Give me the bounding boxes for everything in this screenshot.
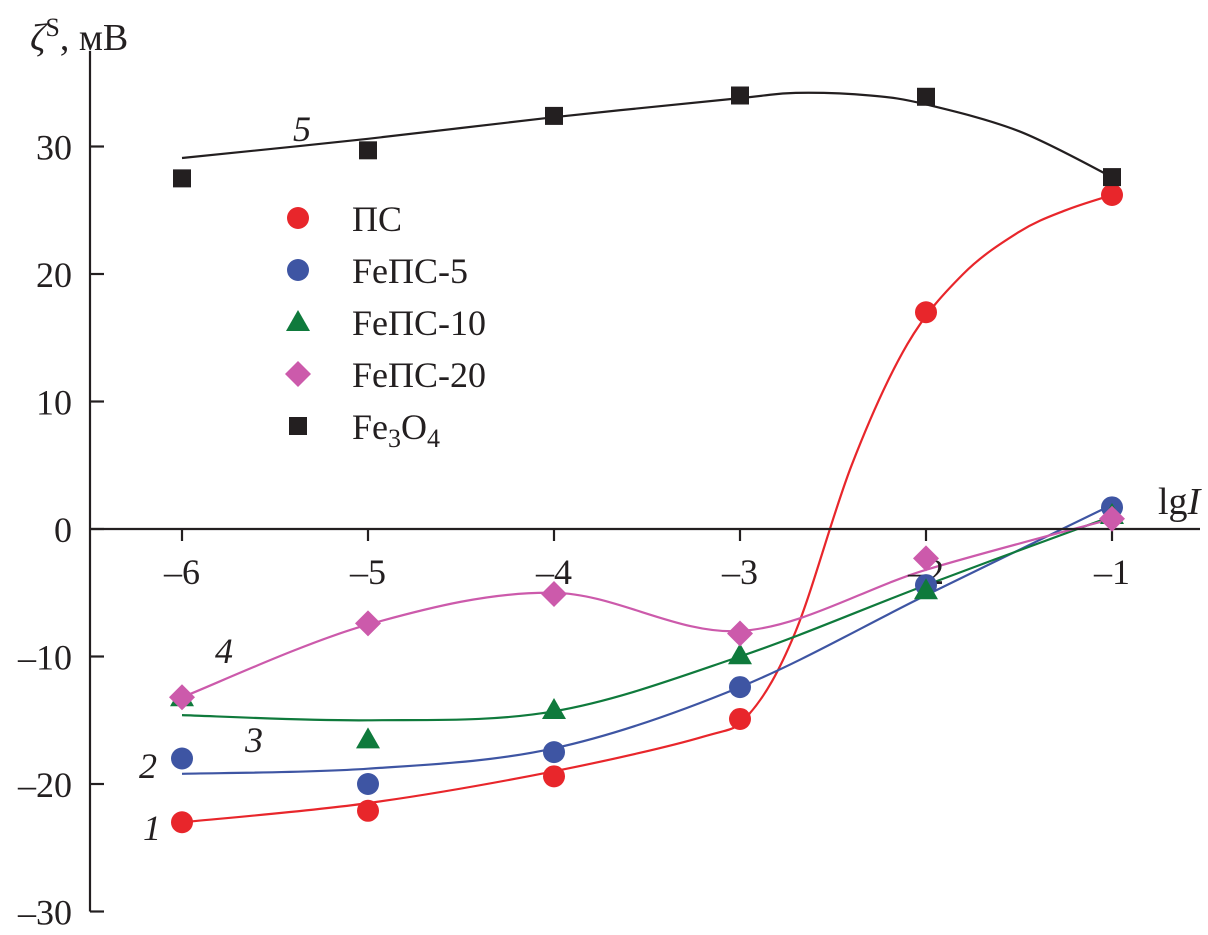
legend-label: FeПС-5 — [352, 251, 468, 291]
data-point — [171, 811, 193, 834]
data-point — [171, 747, 193, 770]
curve-label: 4 — [215, 631, 233, 671]
fit-curve — [181, 515, 1113, 722]
legend-marker — [285, 361, 311, 387]
y-tick-label: –10 — [17, 638, 72, 678]
data-point — [541, 581, 567, 608]
data-point — [359, 141, 377, 160]
legend-label-part: Fe — [352, 407, 388, 447]
y-tick-label: 10 — [36, 383, 72, 423]
y-axis-title-unit: , мВ — [60, 17, 128, 59]
legend-label-part: O — [401, 407, 427, 447]
y-axis-title-superscript: S — [45, 13, 59, 42]
data-point — [173, 169, 191, 188]
data-point — [545, 106, 563, 125]
data-point — [727, 620, 753, 647]
data-point — [356, 727, 380, 749]
legend-label-subscript: 3 — [388, 424, 401, 453]
legend-item: ПС — [287, 199, 402, 239]
legend-label: Fe3O4 — [352, 407, 440, 453]
data-point — [543, 741, 565, 764]
legend-marker — [287, 259, 309, 281]
legend-item: Fe3O4 — [289, 407, 440, 453]
legend-marker — [289, 417, 307, 435]
x-axis-title: lgI — [1158, 481, 1203, 523]
data-point — [1099, 505, 1125, 532]
data-point — [729, 707, 751, 730]
x-tick-label: –1 — [1093, 552, 1130, 592]
data-point — [355, 610, 381, 637]
fit-curve — [181, 517, 1113, 699]
y-tick-label: 0 — [54, 510, 72, 550]
curve-label: 3 — [244, 720, 263, 760]
legend-label: FeПС-20 — [352, 355, 486, 395]
data-point — [1101, 183, 1123, 206]
y-axis-title: ζS, мВ — [30, 13, 128, 59]
legend-item: FeПС-5 — [287, 251, 468, 291]
legend-label: ПС — [352, 199, 402, 239]
data-point — [917, 87, 935, 106]
y-axis-title-symbol: ζ — [30, 17, 48, 59]
x-tick-label: –6 — [163, 552, 200, 592]
data-markers — [169, 86, 1125, 834]
x-tick-label: –3 — [721, 552, 758, 592]
y-tick-label: –30 — [17, 893, 72, 933]
fit-curve — [181, 503, 1113, 775]
curve-label: 2 — [139, 746, 157, 786]
data-point — [169, 684, 195, 711]
x-axis-title-lg: lg — [1158, 481, 1188, 523]
legend-label-subscript: 4 — [427, 424, 440, 453]
data-point — [1103, 168, 1121, 187]
data-point — [913, 545, 939, 572]
fit-curve — [181, 91, 1113, 179]
x-axis-title-var: I — [1187, 481, 1203, 523]
y-tick-label: 20 — [36, 255, 72, 295]
legend-label: FeПС-10 — [352, 303, 486, 343]
data-point — [543, 765, 565, 788]
legend-marker — [286, 310, 310, 331]
curve-labels: 1 2 3 4 5 — [139, 109, 311, 848]
data-point — [731, 86, 749, 105]
fit-curve — [181, 193, 1113, 824]
x-tick-label: –5 — [349, 552, 386, 592]
data-point — [728, 643, 752, 665]
fit-curves — [181, 91, 1113, 824]
y-tick-label: –20 — [17, 765, 72, 805]
curve-label: 1 — [143, 808, 161, 848]
data-point — [915, 301, 937, 324]
data-point — [914, 578, 938, 600]
legend: ПС FeПС-5 FeПС-10 FeПС-20 Fe3O4 — [285, 199, 486, 453]
legend-item: FeПС-10 — [286, 303, 486, 343]
legend-item: FeПС-20 — [285, 355, 486, 395]
data-point — [357, 773, 379, 795]
data-point — [542, 698, 566, 720]
data-point — [357, 799, 379, 822]
y-tick-label: 30 — [36, 128, 72, 168]
curve-label: 5 — [293, 109, 311, 149]
data-point — [729, 676, 751, 699]
legend-marker — [287, 207, 309, 229]
